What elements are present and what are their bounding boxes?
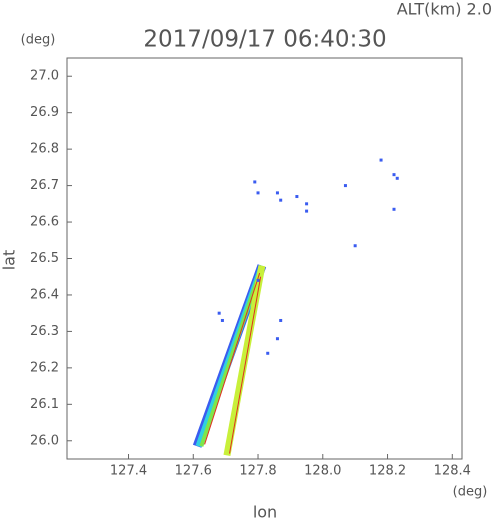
y-tick-label: 26.7	[30, 178, 59, 193]
x-tick-label: 127.8	[239, 464, 276, 479]
echo	[379, 158, 383, 162]
echo-streak	[223, 265, 266, 456]
echo	[275, 337, 279, 341]
y-tick-label: 26.8	[30, 142, 59, 157]
echo	[395, 176, 399, 180]
echo-streak	[229, 276, 262, 454]
y-tick-label: 26.1	[30, 397, 59, 412]
chart-title: 2017/09/17 06:40:30	[143, 27, 386, 53]
x-tick-label: 128.2	[369, 464, 406, 479]
echo	[220, 318, 224, 322]
x-tick-label: 127.6	[175, 464, 212, 479]
echo	[279, 198, 283, 202]
y-axis-label: lat	[0, 250, 19, 271]
x-tick-label: 128.4	[434, 464, 471, 479]
echo	[279, 318, 283, 322]
echo	[253, 180, 257, 184]
y-tick-label: 26.6	[30, 215, 59, 230]
x-tick-label: 128.0	[304, 464, 341, 479]
echo	[217, 311, 221, 315]
echo	[256, 278, 260, 282]
y-tick-label: 26.0	[30, 433, 59, 448]
plot-frame	[66, 57, 463, 460]
echo	[305, 202, 309, 206]
echo	[256, 191, 260, 195]
y-tick-label: 26.4	[30, 287, 59, 302]
y-tick-label: 26.9	[30, 105, 59, 120]
echo	[275, 191, 279, 195]
echo	[305, 209, 309, 213]
x-unit: (deg)	[453, 485, 488, 500]
y-unit: (deg)	[21, 33, 56, 48]
x-axis-label: lon	[253, 503, 277, 521]
echo	[353, 244, 357, 248]
echo	[392, 207, 396, 211]
echo	[392, 173, 396, 177]
y-tick-label: 26.5	[30, 251, 59, 266]
echo-streak	[204, 272, 261, 445]
echo	[343, 184, 347, 188]
y-tick-label: 26.3	[30, 324, 59, 339]
y-tick-label: 27.0	[30, 69, 59, 84]
altitude: ALT(km) 2.0	[397, 0, 491, 19]
echo	[295, 195, 299, 199]
x-tick-label: 127.4	[110, 464, 147, 479]
echo	[266, 351, 270, 355]
y-tick-label: 26.2	[30, 360, 59, 375]
